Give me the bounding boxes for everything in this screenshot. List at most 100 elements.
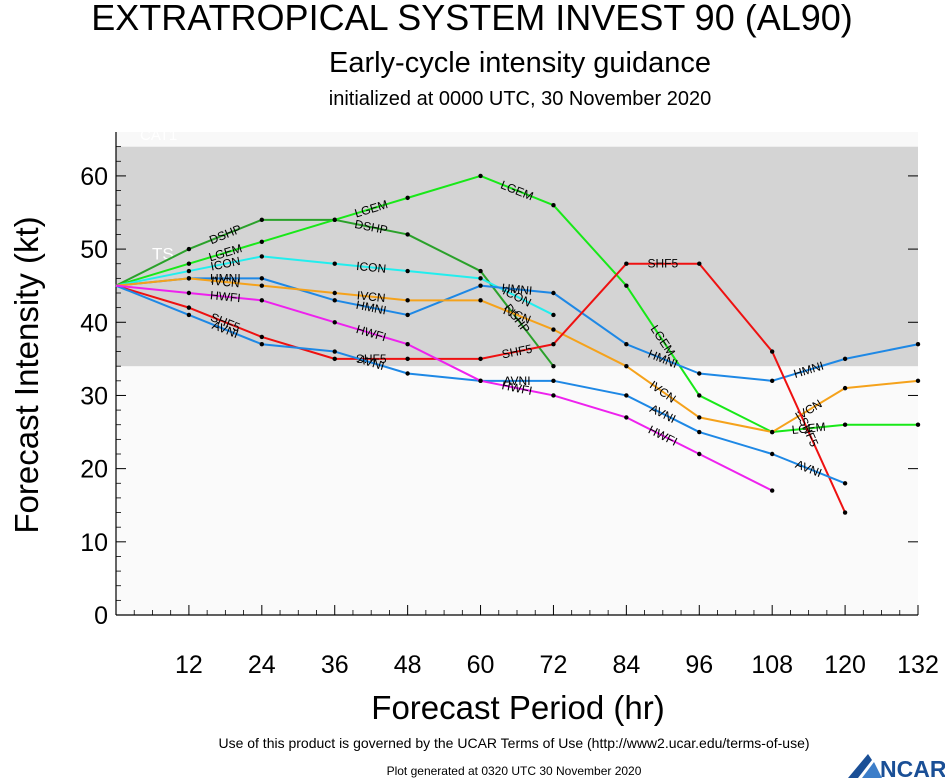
- x-tick-label: 108: [751, 651, 793, 679]
- plot-generated-time: Plot generated at 0320 UTC 30 November 2…: [387, 764, 642, 778]
- data-point: [259, 254, 265, 259]
- series-label-hwfi: HWFI: [209, 288, 241, 305]
- data-point: [697, 261, 702, 266]
- terms-of-use-notice: Use of this product is governed by the U…: [218, 735, 809, 751]
- data-point: [842, 422, 848, 427]
- data-point: [405, 342, 410, 347]
- ncar-logo-text: NCAR: [880, 756, 945, 780]
- band-label-ts: TS: [152, 244, 174, 263]
- x-tick-label: 96: [685, 651, 713, 679]
- series-label-shf5: SHF5: [647, 257, 678, 271]
- data-point: [842, 356, 848, 362]
- data-point: [551, 327, 556, 332]
- series-label-avni: AVNI: [503, 374, 530, 388]
- x-tick-label: 72: [540, 651, 568, 679]
- data-point: [915, 378, 921, 384]
- data-point: [478, 173, 483, 179]
- y-tick-label: 0: [94, 602, 108, 630]
- data-point: [332, 298, 337, 303]
- data-point: [478, 283, 483, 288]
- data-point: [332, 356, 337, 362]
- data-point: [405, 356, 410, 362]
- data-point: [259, 342, 265, 347]
- data-point: [478, 268, 483, 274]
- data-point: [769, 378, 775, 384]
- data-point: [186, 261, 192, 266]
- data-point: [624, 363, 629, 369]
- series-label-ivcn: IVCN: [356, 288, 386, 305]
- data-point: [332, 290, 337, 296]
- data-point: [186, 268, 192, 274]
- x-tick-label: 12: [175, 651, 203, 679]
- series-label-dshp: DSHP: [353, 217, 388, 237]
- data-point: [405, 371, 410, 376]
- x-tick-label: 36: [321, 651, 349, 679]
- data-point: [697, 429, 702, 435]
- band-label-cat1: CAT1: [140, 127, 177, 144]
- data-point: [624, 393, 629, 398]
- series-line-hwfi: [115, 284, 773, 492]
- chart-title: EXTRATROPICAL SYSTEM INVEST 90 (AL90): [91, 0, 853, 38]
- data-point: [478, 298, 483, 303]
- data-point: [915, 342, 921, 347]
- y-tick-label: 20: [80, 456, 108, 484]
- data-point: [259, 298, 265, 303]
- data-point: [842, 385, 848, 391]
- data-point: [769, 451, 775, 457]
- data-point: [842, 510, 848, 515]
- data-point: [405, 195, 410, 201]
- data-point: [332, 349, 337, 354]
- data-point: [697, 415, 702, 420]
- data-point: [478, 378, 483, 384]
- data-point: [624, 283, 629, 288]
- x-tick-label: 132: [897, 651, 939, 679]
- data-point: [405, 312, 410, 318]
- series-label-ivcn: IVCN: [210, 274, 240, 291]
- y-tick-label: 40: [80, 309, 108, 337]
- data-point: [186, 290, 192, 296]
- x-tick-label: 120: [824, 651, 866, 679]
- data-point: [551, 312, 556, 318]
- data-point: [478, 276, 483, 281]
- series-label-hwfi: HWFI: [501, 378, 534, 398]
- data-point: [186, 305, 192, 310]
- x-axis-label: Forecast Period (hr): [371, 689, 664, 726]
- data-point: [478, 356, 483, 362]
- data-point: [186, 312, 192, 318]
- series-label-icon: ICON: [356, 259, 387, 276]
- y-tick-label: 50: [80, 236, 108, 264]
- data-point: [551, 290, 556, 296]
- data-point: [624, 261, 629, 266]
- y-tick-label: 10: [80, 529, 108, 557]
- data-point: [405, 232, 410, 237]
- series-line-ivcn: [115, 277, 919, 434]
- data-point: [769, 488, 775, 493]
- data-point: [551, 378, 556, 384]
- data-point: [624, 415, 629, 420]
- band-ts: [116, 146, 918, 367]
- y-tick-label: 60: [80, 163, 108, 191]
- data-point: [551, 202, 556, 208]
- series-label-shf5: SHF5: [356, 352, 387, 366]
- data-point: [842, 481, 848, 486]
- data-point: [332, 261, 337, 266]
- data-point: [259, 217, 265, 223]
- data-point: [697, 451, 702, 457]
- data-point: [405, 268, 410, 274]
- data-point: [186, 276, 192, 281]
- data-point: [332, 320, 337, 325]
- data-point: [769, 349, 775, 354]
- series-line-lgem: [115, 174, 918, 434]
- data-point: [259, 239, 265, 244]
- data-point: [405, 298, 410, 303]
- chart-subtitle: Early-cycle intensity guidance: [329, 47, 711, 79]
- y-axis-label: Forecast Intensity (kt): [8, 216, 45, 533]
- data-point: [259, 283, 265, 288]
- data-point: [697, 393, 702, 398]
- x-tick-label: 60: [467, 651, 495, 679]
- y-tick-label: 30: [80, 382, 108, 410]
- series-label-icon: ICON: [209, 254, 241, 274]
